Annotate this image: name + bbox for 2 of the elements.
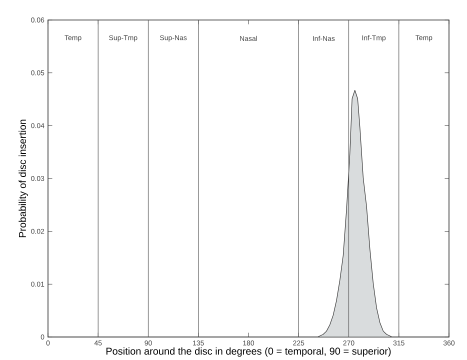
y-axis-title: Probability of disc insertion [18, 120, 28, 238]
x-axis-title: Position around the disc in degrees (0 = temporal, 90 = superior) [106, 347, 391, 357]
